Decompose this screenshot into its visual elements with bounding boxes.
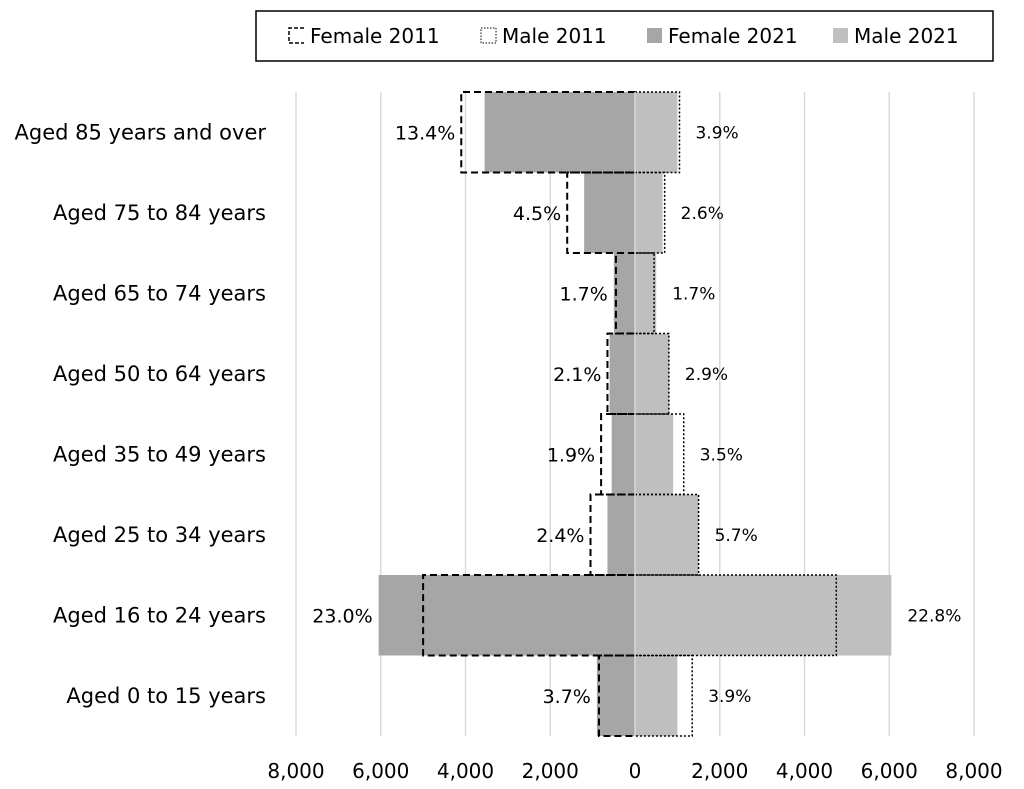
x-tick-labels: 8,000 6,000 4,000 2,000 0 2,000 4,000 6,000 8,00… (267, 759, 1002, 783)
legend-swatch (480, 27, 497, 44)
x-tick-label: 4,000 (437, 759, 494, 783)
x-tick-label: 8,000 (267, 759, 324, 783)
bar-female-2021 (484, 92, 635, 173)
bar-male-2011 (635, 574, 838, 657)
data-label-male: 22.8% (907, 606, 961, 626)
bar-female-2021 (613, 253, 635, 334)
bar-female-2011 (597, 654, 635, 737)
category-label: Aged 65 to 74 years (53, 281, 266, 305)
bar-female-2011 (600, 413, 635, 496)
legend-label: Female 2021 (668, 24, 798, 48)
legend-label: Male 2021 (854, 24, 959, 48)
legend-label: Female 2011 (310, 24, 440, 48)
data-label-female: 23.0% (312, 605, 372, 627)
data-label-female: 2.1% (553, 364, 601, 386)
category-label: Aged 85 years and over (15, 120, 267, 144)
data-label-female: 1.7% (560, 283, 608, 305)
x-tick-label: 6,000 (352, 759, 409, 783)
data-label-female: 4.5% (513, 203, 561, 225)
category-label: Aged 50 to 64 years (53, 362, 266, 386)
category-label: Aged 0 to 15 years (66, 684, 266, 708)
data-label-female: 3.7% (543, 686, 591, 708)
data-label-male: 5.7% (715, 526, 758, 546)
bar-male-2011 (635, 91, 681, 174)
x-tick-label: 6,000 (861, 759, 918, 783)
legend-swatch (288, 27, 304, 44)
category-label: Aged 16 to 24 years (53, 603, 266, 627)
bar-female-2021 (607, 494, 635, 575)
data-label-female: 1.9% (547, 444, 595, 466)
data-label-male: 2.9% (685, 365, 728, 385)
x-tick-label: 2,000 (522, 759, 579, 783)
bar-male-2011 (635, 171, 666, 254)
legend-swatch (647, 28, 662, 43)
bar-male-2021 (635, 172, 663, 253)
bar-female-2021 (378, 575, 635, 656)
x-tick-label: 0 (629, 759, 642, 783)
bar-female-2011 (566, 171, 635, 254)
legend-label: Male 2011 (502, 24, 607, 48)
x-tick-label: 2,000 (691, 759, 748, 783)
bar-female-2021 (611, 414, 635, 495)
category-label: Aged 25 to 34 years (53, 523, 266, 547)
gridlines (295, 92, 975, 736)
bar-male-2021 (635, 494, 699, 575)
bar-female-2011 (614, 252, 635, 335)
bar-male-2021 (635, 414, 674, 495)
data-label-female: 13.4% (395, 122, 455, 144)
bar-female-2021 (609, 333, 635, 414)
data-label-male: 2.6% (681, 204, 724, 224)
bar-female-2011 (422, 574, 635, 657)
bars-2021 (378, 92, 892, 736)
category-label: Aged 75 to 84 years (53, 201, 266, 225)
bar-female-2011 (460, 91, 635, 174)
bar-male-2011 (635, 332, 670, 415)
data-label-male: 3.5% (700, 445, 743, 465)
bar-male-2021 (635, 92, 678, 173)
bar-male-2011 (635, 654, 693, 737)
category-labels: Aged 85 years and over Aged 75 to 84 year… (15, 120, 267, 708)
legend-swatch (833, 28, 848, 43)
category-label: Aged 35 to 49 years (53, 442, 266, 466)
data-label-male: 3.9% (695, 123, 738, 143)
data-label-female: 2.4% (536, 525, 584, 547)
data-label-male: 1.7% (672, 284, 715, 304)
data-label-male: 3.9% (708, 687, 751, 707)
bar-female-2021 (596, 655, 635, 736)
bar-male-2021 (635, 333, 669, 414)
data-labels: 13.4% 3.9% 4.5% 2.6% 1.7% 1.7% 2.1% 2.9% 1.9% 3.5… (312, 122, 961, 708)
legend: Female 2011 Male 2011 Female 2021 Male 2021 (255, 10, 994, 62)
bars-2011 (422, 91, 838, 737)
legend-box (255, 10, 994, 62)
bar-male-2021 (635, 575, 892, 656)
x-tick-label: 4,000 (776, 759, 833, 783)
x-tick-label: 8,000 (945, 759, 1002, 783)
bar-male-2021 (635, 253, 657, 334)
bar-female-2021 (584, 172, 635, 253)
bar-male-2021 (635, 655, 678, 736)
